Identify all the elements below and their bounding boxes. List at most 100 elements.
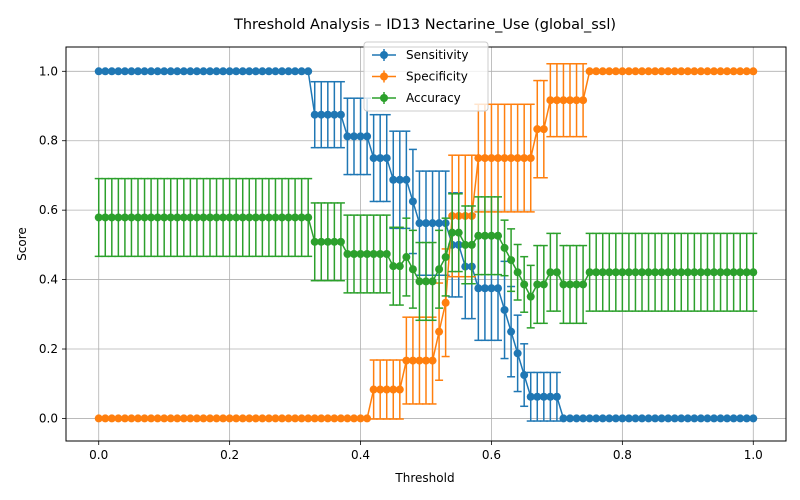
- specificity-point: [278, 414, 286, 423]
- accuracy-point: [336, 237, 345, 246]
- sensitivity-point: [415, 219, 424, 228]
- sensitivity-point: [729, 414, 738, 423]
- sensitivity-point: [533, 392, 542, 401]
- accuracy-point: [657, 268, 666, 277]
- accuracy-point: [605, 268, 614, 277]
- sensitivity-point: [376, 154, 385, 163]
- specificity-point: [624, 67, 633, 76]
- specificity-point: [644, 67, 653, 76]
- specificity-point: [533, 125, 542, 134]
- specificity-point: [422, 356, 430, 365]
- accuracy-point: [539, 280, 548, 289]
- legend-label-accuracy: Accuracy: [406, 91, 461, 105]
- specificity-point: [225, 414, 234, 423]
- accuracy-point: [448, 228, 457, 237]
- sensitivity-point: [304, 67, 313, 76]
- accuracy-point: [284, 213, 293, 222]
- x-tick-label: 0.6: [482, 448, 501, 462]
- sensitivity-point: [284, 67, 293, 76]
- legend-item-specificity[interactable]: Specificity: [372, 70, 468, 84]
- sensitivity-point: [317, 110, 326, 119]
- specificity-point: [480, 154, 489, 163]
- sensitivity-point: [559, 414, 568, 423]
- accuracy-point: [395, 262, 404, 271]
- sensitivity-point: [160, 67, 169, 76]
- accuracy-point: [291, 213, 300, 222]
- accuracy-point: [467, 240, 476, 249]
- accuracy-point: [297, 213, 306, 222]
- specificity-point: [605, 67, 614, 76]
- specificity-point: [114, 414, 123, 423]
- legend-item-sensitivity[interactable]: Sensitivity: [372, 48, 468, 62]
- specificity-point: [376, 385, 385, 394]
- specificity-point: [258, 414, 267, 423]
- specificity-point: [513, 154, 522, 163]
- sensitivity-point: [166, 67, 175, 76]
- accuracy-point: [428, 277, 437, 286]
- x-axis-label: Threshold: [394, 471, 454, 485]
- chart-title: Threshold Analysis – ID13 Nectarine_Use …: [233, 17, 616, 33]
- sensitivity-point: [670, 414, 679, 423]
- y-tick-label: 0.4: [39, 273, 58, 287]
- accuracy-point: [664, 268, 673, 277]
- legend-label-sensitivity: Sensitivity: [406, 48, 468, 62]
- y-tick-label: 0.6: [39, 203, 58, 217]
- x-tick-label: 0.0: [89, 448, 108, 462]
- specificity-point: [101, 414, 110, 423]
- specificity-point: [710, 67, 718, 76]
- sensitivity-point: [539, 392, 548, 401]
- accuracy-point: [147, 213, 156, 222]
- accuracy-point: [611, 268, 620, 277]
- specificity-point: [186, 414, 195, 423]
- accuracy-point: [520, 280, 529, 289]
- accuracy-point: [304, 213, 313, 222]
- accuracy-point: [670, 268, 679, 277]
- sensitivity-point: [723, 414, 732, 423]
- legend-item-accuracy[interactable]: Accuracy: [372, 91, 461, 105]
- accuracy-point: [703, 268, 712, 277]
- sensitivity-point: [526, 392, 535, 401]
- specificity-point: [369, 385, 378, 394]
- sensitivity-point: [225, 67, 234, 76]
- accuracy-point: [638, 268, 646, 277]
- accuracy-point: [376, 249, 385, 258]
- sensitivity-point: [134, 67, 142, 76]
- sensitivity-point: [683, 414, 692, 423]
- sensitivity-point: [651, 414, 660, 423]
- series-accuracy: [94, 177, 758, 329]
- y-axis-label: Score: [15, 227, 29, 261]
- sensitivity-point: [264, 67, 273, 76]
- accuracy-point: [245, 213, 254, 222]
- accuracy-point: [644, 268, 653, 277]
- specificity-point: [363, 414, 372, 423]
- sensitivity-point: [271, 67, 280, 76]
- specificity-point: [415, 356, 424, 365]
- sensitivity-point: [500, 305, 509, 314]
- sensitivity-point: [127, 67, 136, 76]
- legend[interactable]: Sensitivity Specificity Accuracy: [363, 41, 489, 112]
- sensitivity-point: [624, 414, 633, 423]
- accuracy-point: [441, 253, 450, 262]
- specificity-point: [310, 414, 319, 423]
- accuracy-point: [199, 213, 208, 222]
- specificity-point: [539, 125, 548, 134]
- specificity-point: [389, 385, 398, 394]
- accuracy-point: [140, 213, 149, 222]
- sensitivity-point: [572, 414, 581, 423]
- specificity-point: [219, 414, 228, 423]
- sensitivity-point: [644, 414, 653, 423]
- specificity-point: [690, 67, 699, 76]
- sensitivity-point: [611, 414, 620, 423]
- specificity-point: [749, 67, 758, 76]
- specificity-point: [251, 414, 260, 423]
- sensitivity-point: [369, 154, 378, 163]
- accuracy-point: [160, 213, 169, 222]
- sensitivity-point: [336, 110, 345, 119]
- accuracy-point: [631, 268, 640, 277]
- sensitivity-point: [408, 197, 417, 206]
- sensitivity-point: [219, 67, 228, 76]
- accuracy-point: [494, 231, 502, 240]
- accuracy-point: [264, 213, 273, 222]
- sensitivity-point: [343, 132, 352, 141]
- sensitivity-point: [120, 67, 129, 76]
